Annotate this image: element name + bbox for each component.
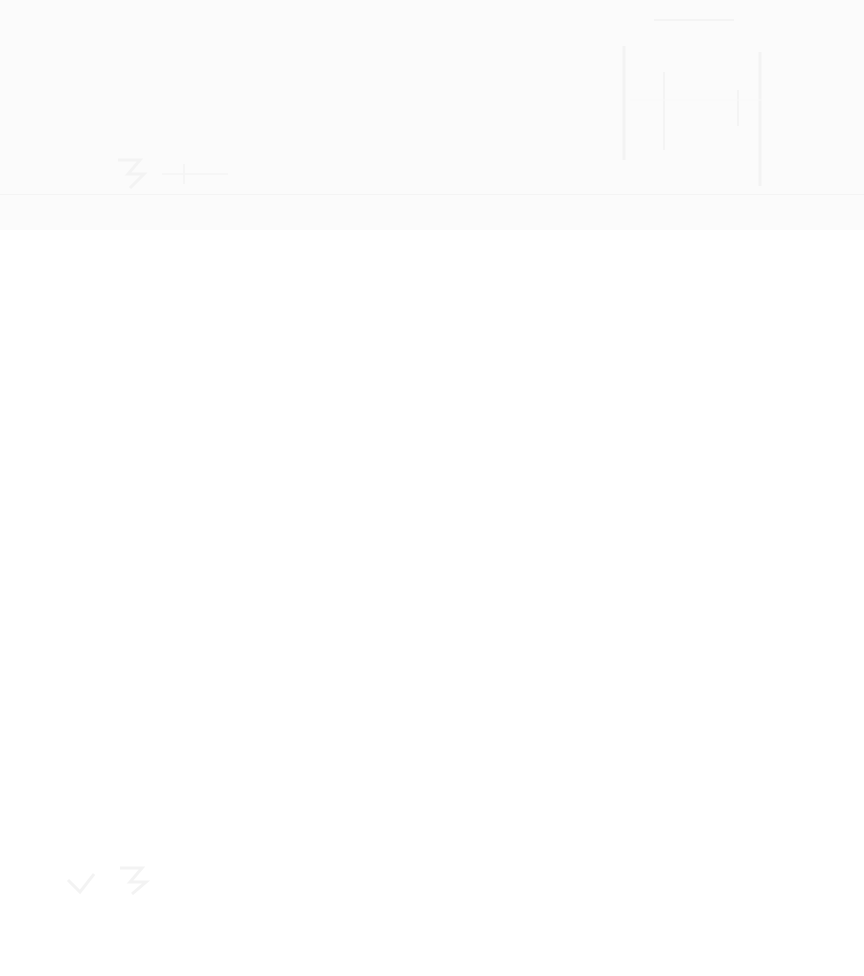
faint-top-right-mark <box>612 12 784 200</box>
faint-wash-top <box>0 0 864 230</box>
faint-bottom-mark <box>58 858 176 904</box>
faint-divider <box>0 194 864 195</box>
faint-left-mark <box>96 150 272 206</box>
